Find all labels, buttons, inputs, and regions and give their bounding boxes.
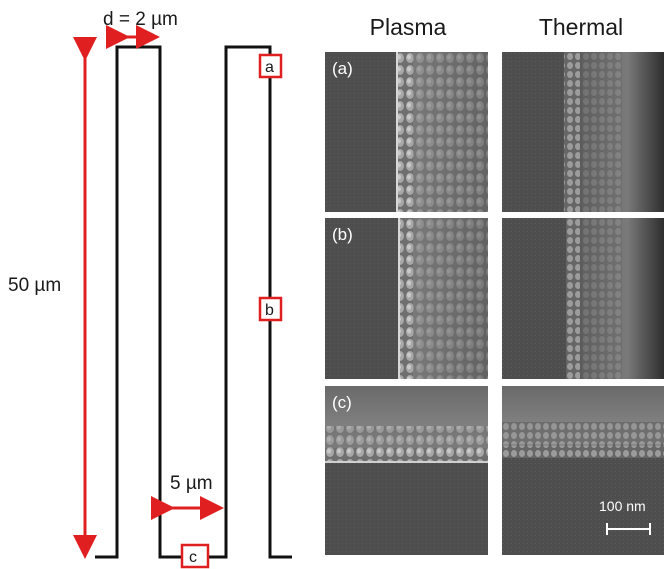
sem-panel-plasma-a: (a) <box>325 52 488 212</box>
scale-bar-label: 100 nm <box>599 498 646 514</box>
depth-label: 50 µm <box>8 275 61 296</box>
svg-text:b: b <box>265 302 274 319</box>
scale-bar <box>606 523 651 535</box>
pitch-label: 5 µm <box>170 473 213 494</box>
width-label: d = 2 µm <box>103 9 178 30</box>
sem-panel-plasma-b: (b) <box>325 218 488 379</box>
sem-panel-thermal-c: 100 nm <box>502 386 664 555</box>
row-label-a: (a) <box>332 59 353 78</box>
marker-c: c <box>180 543 210 569</box>
marker-b: b <box>258 296 283 322</box>
sem-panel-thermal-b <box>502 218 664 379</box>
col-heading-thermal: Thermal <box>538 14 624 40</box>
col-heading-plasma: Plasma <box>369 14 447 40</box>
marker-a: a <box>258 53 283 79</box>
sem-panel-plasma-c: (c) <box>325 386 488 555</box>
svg-text:a: a <box>265 59 274 76</box>
svg-text:c: c <box>189 549 197 566</box>
trench-schematic: d = 2 µm 50 µm 5 µm a b c <box>8 9 292 569</box>
row-label-b: (b) <box>332 225 353 244</box>
sem-panel-thermal-a <box>502 52 664 212</box>
row-label-c: (c) <box>332 393 352 412</box>
